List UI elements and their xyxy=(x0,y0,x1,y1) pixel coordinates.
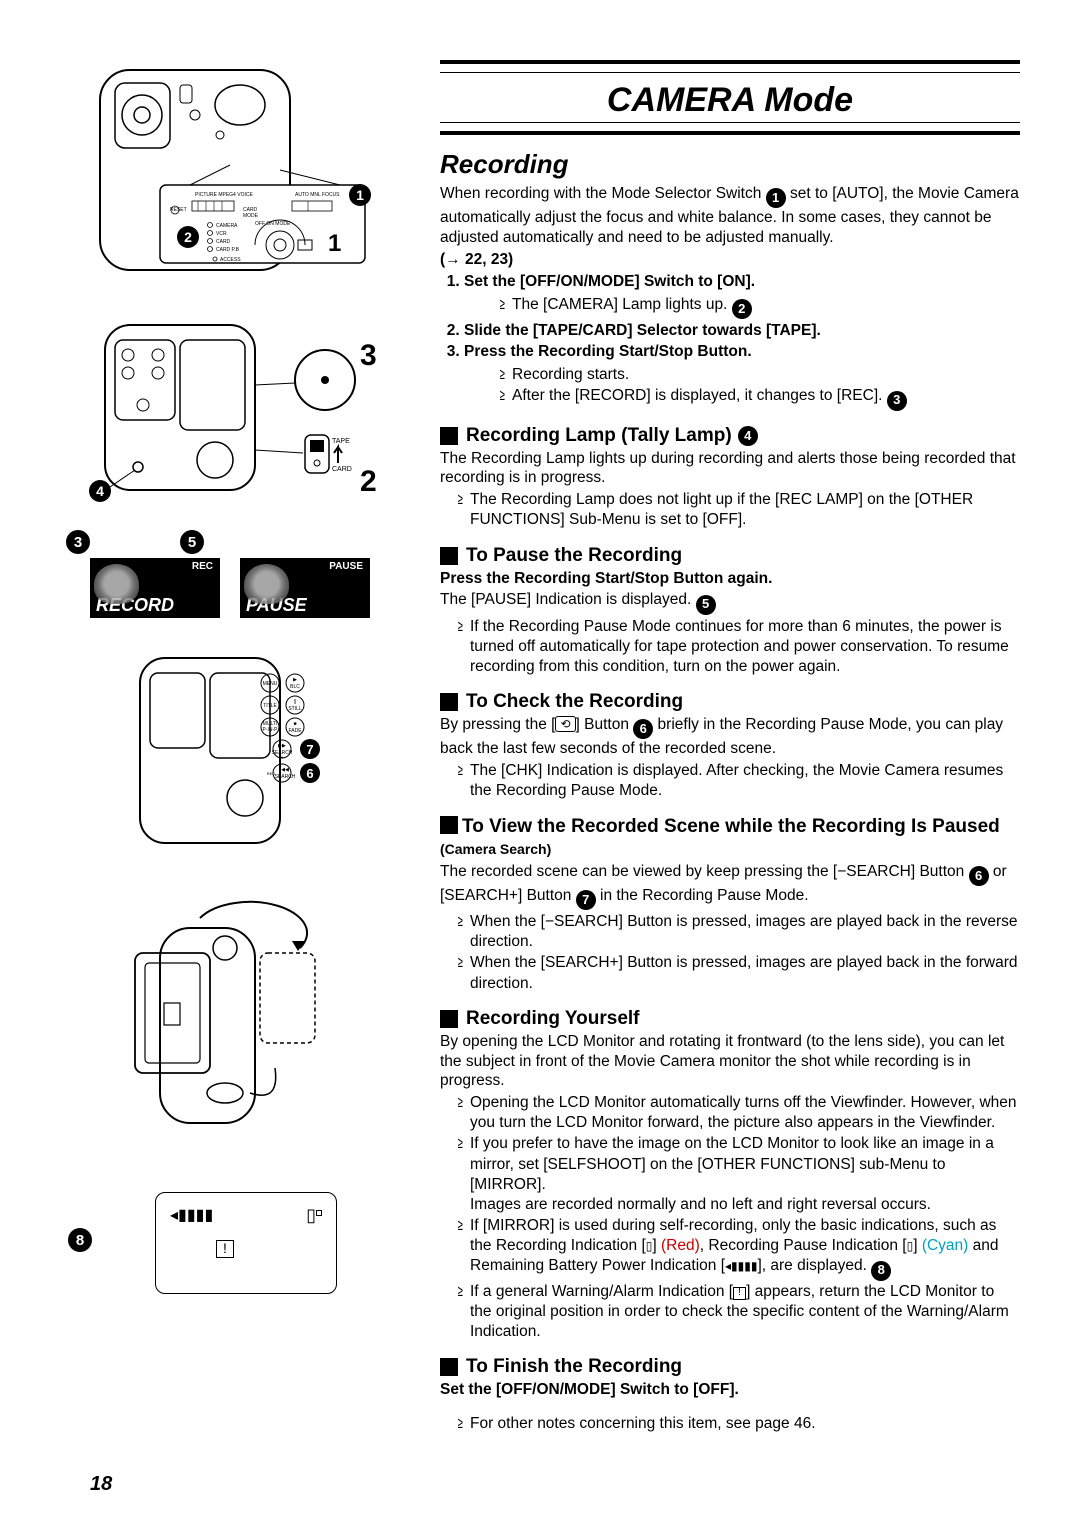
pause-bullet: If the Recording Pause Mode continues fo… xyxy=(456,617,1020,677)
callout-6b-inline: 6 xyxy=(969,866,989,886)
callout-5-inline: 5 xyxy=(696,595,716,615)
pause-desc: The [PAUSE] Indication is displayed. 5 xyxy=(440,590,1020,614)
selfrec-desc: By opening the LCD Monitor and rotating … xyxy=(440,1032,1020,1091)
callout-1-inline: 1 xyxy=(766,188,786,208)
svg-text:MODE: MODE xyxy=(243,213,259,219)
diagram-camera-side: TAPE CARD 3 2 4 xyxy=(60,310,400,510)
svg-text:7: 7 xyxy=(306,742,313,757)
svg-text:1: 1 xyxy=(328,230,341,257)
section-camera-search: To View the Recorded Scene while the Rec… xyxy=(440,816,1020,860)
selfrec-b2: If you prefer to have the image on the L… xyxy=(456,1134,1020,1215)
svg-text:2: 2 xyxy=(184,229,192,245)
callout-2-inline: 2 xyxy=(732,299,752,319)
svg-text:■: ■ xyxy=(293,721,296,727)
diagram-camera-controls: PICTURE MPEG4 VOICE AUTO MNL FOCUS RESET… xyxy=(60,60,400,290)
svg-text:||: || xyxy=(294,699,297,705)
screen-record: REC RECORD xyxy=(90,558,220,618)
svg-text:CARD: CARD xyxy=(216,239,231,245)
search-desc: The recorded scene can be viewed by keep… xyxy=(440,862,1020,911)
svg-text:CAMERA: CAMERA xyxy=(216,223,238,229)
svg-text:▶: ▶ xyxy=(293,677,297,683)
svg-text:4: 4 xyxy=(96,483,104,499)
svg-text:CARD: CARD xyxy=(332,466,352,473)
svg-text:+: + xyxy=(281,755,284,761)
diagram-camera-menu-buttons: MENU ▶BLC TITLE ||STILL MULTIP-IN-P ■FAD… xyxy=(60,638,400,868)
svg-text:VCR: VCR xyxy=(216,231,227,237)
footer-note: For other notes concerning this item, se… xyxy=(456,1414,1020,1434)
search-bullet-2: When the [SEARCH+] Button is pressed, im… xyxy=(456,953,1020,993)
page-title: CAMERA Mode xyxy=(440,81,1020,120)
tally-bullet: The Recording Lamp does not light up if … xyxy=(456,490,1020,530)
svg-text:OFF ON MODE: OFF ON MODE xyxy=(255,221,291,227)
callout-8: 8 xyxy=(68,1228,92,1252)
check-desc: By pressing the [⟲] Button 6 briefly in … xyxy=(440,715,1020,759)
selfrec-b4: If a general Warning/Alarm Indication [!… xyxy=(456,1282,1020,1342)
section-check: To Check the Recording xyxy=(440,691,1020,713)
svg-text:PICTURE MPEG4 VOICE: PICTURE MPEG4 VOICE xyxy=(195,192,253,198)
svg-text:STILL: STILL xyxy=(288,706,302,712)
svg-text:BLC: BLC xyxy=(290,684,300,690)
svg-text:MENU: MENU xyxy=(263,681,278,687)
check-bullet: The [CHK] Indication is displayed. After… xyxy=(456,761,1020,801)
svg-text:1: 1 xyxy=(356,187,364,203)
callout-6-inline: 6 xyxy=(633,719,653,739)
section-subtitle: Recording xyxy=(440,149,1020,180)
callout-7-inline: 7 xyxy=(576,890,596,910)
diagram-camera-lcd-rotate xyxy=(60,888,400,1148)
callout-5: 5 xyxy=(180,530,204,554)
svg-text:CARD P.B: CARD P.B xyxy=(216,247,240,253)
search-bullet-1: When the [−SEARCH] Button is pressed, im… xyxy=(456,912,1020,952)
callout-8-inline: 8 xyxy=(871,1261,891,1281)
svg-text:6: 6 xyxy=(306,766,313,781)
diagram-lcd-screens: 3 5 REC RECORD PAUSE PAUSE xyxy=(60,530,400,618)
svg-text:P-IN-P: P-IN-P xyxy=(263,727,279,733)
tally-desc: The Recording Lamp lights up during reco… xyxy=(440,449,1020,489)
steps-list: Set the [OFF/ON/MODE] Switch to [ON]. Th… xyxy=(440,272,1020,411)
svg-text:ACCESS: ACCESS xyxy=(220,257,241,263)
section-selfrec: Recording Yourself xyxy=(440,1008,1020,1030)
callout-3-inline: 3 xyxy=(887,391,907,411)
diagram-indicator-box: 8 ◂▮▮▮▮ ▯ ! xyxy=(60,1168,400,1318)
callout-3: 3 xyxy=(66,530,90,554)
svg-text:AUTO MNL FOCUS: AUTO MNL FOCUS xyxy=(295,192,340,198)
pause-instruction: Press the Recording Start/Stop Button ag… xyxy=(440,569,1020,589)
section-tally-lamp: Recording Lamp (Tally Lamp) 4 xyxy=(440,425,1020,447)
svg-text:▶▶: ▶▶ xyxy=(278,743,286,749)
svg-text:3: 3 xyxy=(360,339,377,372)
section-finish: To Finish the Recording xyxy=(440,1356,1020,1378)
selfrec-b3: If [MIRROR] is used during self-recordin… xyxy=(456,1216,1020,1281)
svg-text:FADE: FADE xyxy=(288,728,302,734)
selfrec-b1: Opening the LCD Monitor automatically tu… xyxy=(456,1093,1020,1133)
svg-text:SEARCH: SEARCH xyxy=(275,774,296,780)
intro-text: When recording with the Mode Selector Sw… xyxy=(440,184,1020,248)
section-pause: To Pause the Recording xyxy=(440,545,1020,567)
svg-text:2: 2 xyxy=(360,465,377,498)
screen-pause: PAUSE PAUSE xyxy=(240,558,370,618)
svg-text:TITLE: TITLE xyxy=(263,703,277,709)
check-icon: ⟲ xyxy=(555,716,575,732)
page-number: 18 xyxy=(90,1473,112,1496)
finish-instruction: Set the [OFF/ON/MODE] Switch to [OFF]. xyxy=(440,1380,1020,1400)
callout-4-inline: 4 xyxy=(738,426,758,446)
cross-ref: (→ 22, 23) xyxy=(440,250,1020,270)
svg-text:◀◀: ◀◀ xyxy=(281,767,289,773)
svg-text:TAPE: TAPE xyxy=(332,438,350,445)
